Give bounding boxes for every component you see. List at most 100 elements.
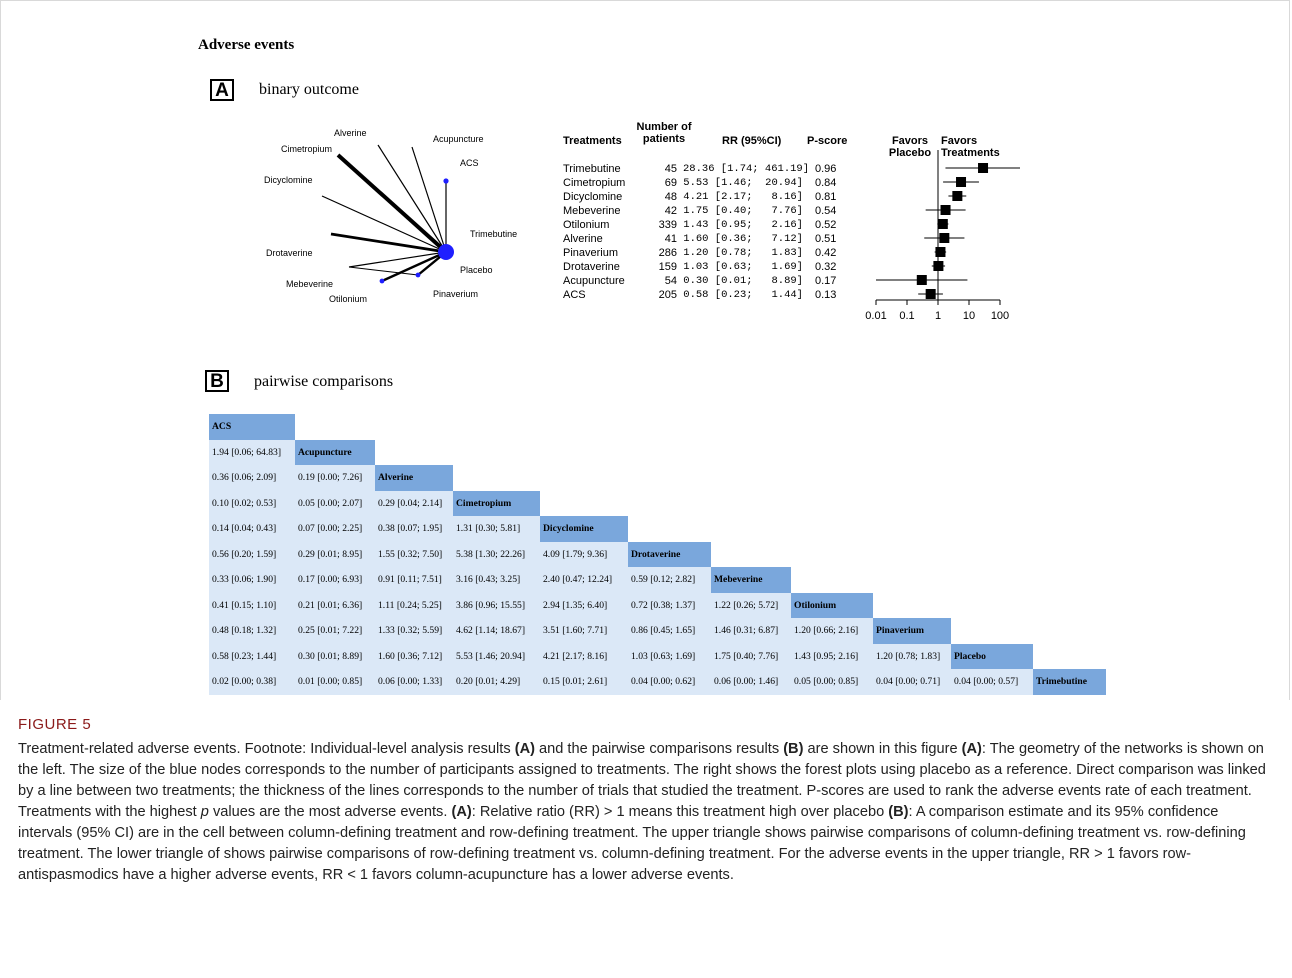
forest-tick-label: 10	[963, 310, 975, 322]
panel-b-title: pairwise comparisons	[254, 373, 394, 390]
forest-p-score: 0.51	[815, 233, 837, 245]
caption-fragment: (B)	[888, 804, 909, 820]
forest-treatment: Pinaverium	[563, 247, 619, 259]
favors-treatments-line2: Treatments	[941, 147, 1000, 159]
league-cell: 0.15 [0.01; 2.61]	[540, 669, 628, 695]
forest-n: 205	[658, 289, 677, 301]
caption-fragment: are shown in this figure	[803, 741, 962, 757]
forest-treatment: Mebeverine	[563, 205, 621, 217]
forest-p-score: 0.13	[815, 289, 837, 301]
caption-fragment: : A comparison estimate and its 95% conf…	[18, 804, 1246, 883]
league-diagonal-acupuncture: Acupuncture	[295, 439, 375, 466]
forest-treatment: Cimetropium	[563, 177, 626, 189]
league-cell: 0.04 [0.00; 0.62]	[628, 669, 711, 695]
league-diagonal-acs: ACS	[209, 414, 295, 440]
league-cell: 1.22 [0.26; 5.72]	[711, 592, 791, 619]
forest-n: 69	[664, 177, 677, 189]
forest-p-score: 0.17	[815, 275, 837, 287]
forest-n: 48	[664, 191, 677, 203]
forest-tick-label: 100	[991, 310, 1009, 322]
favors-placebo-line2: Placebo	[888, 147, 932, 159]
forest-treatment: Dicyclomine	[563, 191, 623, 203]
node-label-placebo: Placebo	[460, 265, 493, 275]
caption-fragment: (A)	[514, 741, 535, 757]
edge-alverine-placebo	[377, 144, 447, 253]
league-cell: 1.31 [0.30; 5.81]	[453, 516, 540, 542]
favors-treatments-label: Favors Treatments	[941, 135, 1000, 159]
forest-p-score: 0.96	[815, 163, 837, 175]
league-cell: 1.94 [0.06; 64.83]	[209, 439, 295, 466]
caption-fragment: (B)	[783, 741, 804, 757]
col-header-n-line1: Number of	[636, 121, 692, 133]
forest-tick-label: 1	[935, 310, 941, 322]
node-label-trimebutine: Trimebutine	[470, 229, 518, 239]
forest-point-drotaverine	[933, 261, 944, 271]
league-cell: 0.86 [0.45; 1.65]	[628, 618, 711, 644]
forest-point-cimetropium	[956, 177, 967, 187]
forest-tick-label: 0.01	[865, 310, 886, 322]
league-cell: 0.17 [0.00; 6.93]	[295, 567, 375, 593]
league-cell: 0.29 [0.04; 2.14]	[375, 490, 453, 517]
league-cell: 0.04 [0.00; 0.71]	[873, 669, 951, 695]
league-cell: 1.11 [0.24; 5.25]	[375, 592, 453, 619]
caption-fragment: (A)	[451, 804, 472, 820]
node-label-otilonium: Otilonium	[329, 294, 368, 304]
forest-rr: 0.30 [0.01; 8.89]	[683, 275, 803, 287]
forest-p-score: 0.54	[815, 205, 837, 217]
col-header-p-score: P-score	[807, 135, 848, 147]
favors-treatments-line1: Favors	[941, 135, 978, 147]
node-label-acupuncture: Acupuncture	[433, 134, 484, 144]
node-otilonium	[379, 278, 385, 284]
caption-fragment: values are the most adverse events.	[208, 804, 452, 820]
caption-fragment: : The geometry of the networks is shown …	[18, 741, 1266, 820]
forest-point-mebeverine	[940, 205, 951, 215]
node-placebo	[438, 244, 454, 260]
league-diagonal-alverine: Alverine	[375, 465, 453, 491]
panel-a-label: A	[210, 79, 234, 101]
node-pinaverium	[415, 272, 421, 278]
league-cell: 5.38 [1.30; 22.26]	[453, 541, 540, 568]
league-cell: 0.29 [0.01; 8.95]	[295, 541, 375, 568]
network-graph	[321, 144, 454, 284]
favors-placebo-label: Favors Placebo	[884, 135, 936, 159]
league-cell: 1.75 [0.40; 7.76]	[711, 643, 791, 670]
league-cell: 1.46 [0.31; 6.87]	[711, 618, 791, 644]
node-label-drotaverine: Drotaverine	[266, 248, 313, 258]
edge-drotaverine-placebo	[330, 232, 447, 254]
node-label-cimetropium: Cimetropium	[281, 144, 333, 154]
forest-axis: 0.01 0.1 1 10 100	[865, 299, 1009, 322]
league-cell: 2.94 [1.35; 6.40]	[540, 592, 628, 619]
league-cell: 0.91 [0.11; 7.51]	[375, 567, 453, 593]
forest-rr: 1.43 [0.95; 2.16]	[683, 219, 803, 231]
league-diagonal-pinaverium: Pinaverium	[873, 618, 951, 644]
league-cell: 1.03 [0.63; 1.69]	[628, 643, 711, 670]
forest-point-dicyclomine	[952, 191, 963, 201]
forest-rr: 5.53 [1.46; 20.94]	[683, 177, 803, 189]
caption-label: FIGURE 5	[18, 716, 92, 733]
forest-p-score: 0.32	[815, 261, 837, 273]
league-cell: 1.55 [0.32; 7.50]	[375, 541, 453, 568]
node-label-acs: ACS	[460, 158, 479, 168]
forest-rr: 1.20 [0.78; 1.83]	[683, 247, 803, 259]
node-label-pinaverium: Pinaverium	[433, 289, 479, 299]
league-diagonal-placebo: Placebo	[951, 643, 1033, 670]
caption-text: Treatment-related adverse events. Footno…	[18, 739, 1273, 886]
forest-p-score: 0.42	[815, 247, 837, 259]
forest-n: 159	[658, 261, 677, 273]
figure-frame	[0, 0, 1290, 700]
figure-title: Adverse events	[198, 37, 295, 53]
league-cell: 0.72 [0.38; 1.37]	[628, 592, 711, 619]
panel-a-title: binary outcome	[259, 81, 359, 98]
forest-point-acs	[925, 289, 936, 299]
league-cell: 1.60 [0.36; 7.12]	[375, 643, 453, 670]
forest-p-score: 0.81	[815, 191, 837, 203]
league-cell: 0.04 [0.00; 0.57]	[951, 669, 1033, 695]
league-cell: 0.56 [0.20; 1.59]	[209, 541, 295, 568]
league-cell: 0.06 [0.00; 1.33]	[375, 669, 453, 695]
league-cell: 0.07 [0.00; 2.25]	[295, 516, 375, 542]
league-cell: 0.02 [0.00; 0.38]	[209, 669, 295, 695]
node-acs	[443, 178, 449, 184]
forest-point-pinaverium	[935, 247, 946, 257]
league-cell: 0.36 [0.06; 2.09]	[209, 465, 295, 491]
edge-mebeverine-placebo	[348, 251, 447, 268]
